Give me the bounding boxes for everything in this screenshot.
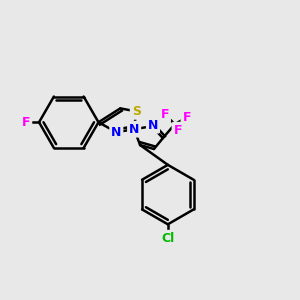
Text: N: N (148, 119, 158, 132)
Text: F: F (160, 108, 169, 121)
Text: F: F (22, 116, 30, 129)
Text: N: N (129, 123, 139, 136)
Text: N: N (111, 126, 122, 139)
Text: S: S (132, 105, 141, 118)
Text: F: F (173, 124, 182, 137)
Text: Cl: Cl (161, 232, 175, 245)
Text: F: F (182, 111, 191, 124)
